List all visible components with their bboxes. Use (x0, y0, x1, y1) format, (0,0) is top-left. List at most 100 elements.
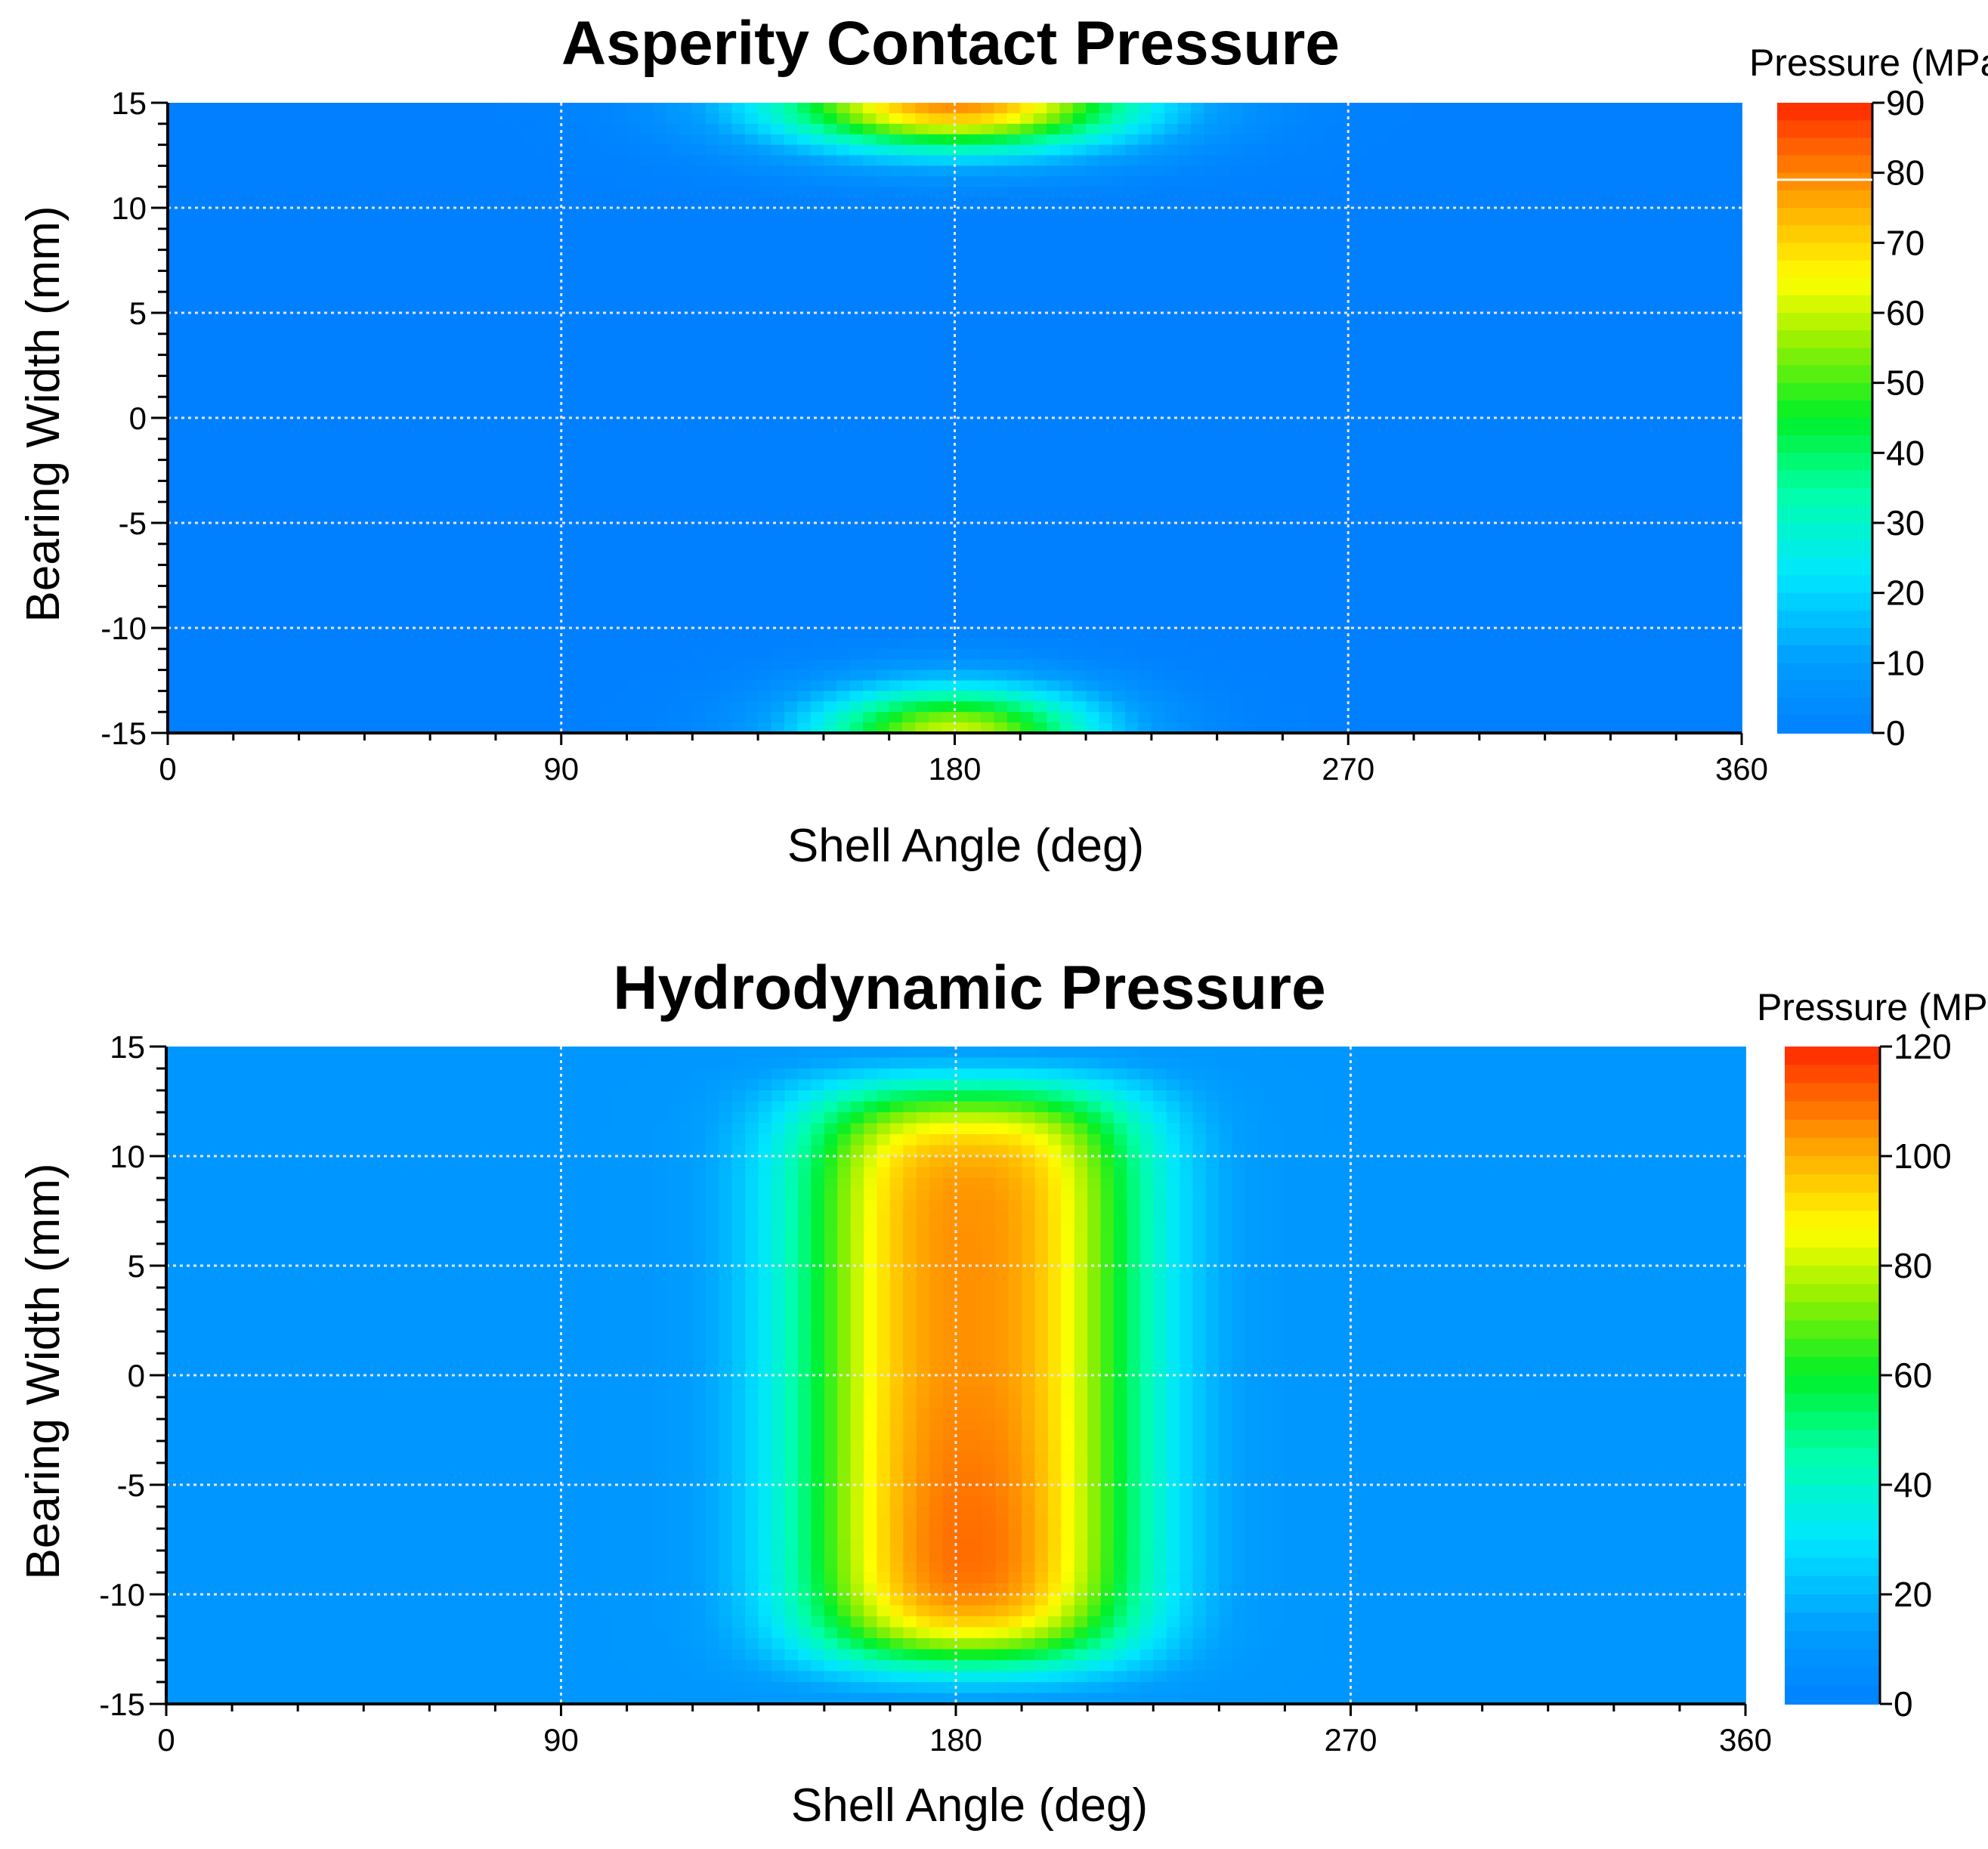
heat-cell (246, 617, 261, 629)
heat-cell (430, 659, 444, 671)
heat-cell (954, 701, 969, 713)
heat-cell (1217, 123, 1231, 135)
heat-cell (325, 281, 339, 293)
heat-cell (928, 512, 943, 524)
heat-cell (1230, 344, 1244, 356)
heat-cell (1033, 502, 1047, 513)
heat-cell (1177, 218, 1192, 230)
heat-cell (469, 228, 484, 240)
heat-cell (823, 134, 838, 146)
heat-cell (456, 123, 471, 135)
heat-cell (941, 271, 956, 283)
heat-cell (416, 712, 431, 723)
heat-cell (1033, 302, 1047, 314)
heat-cell (1190, 428, 1205, 440)
heat-cell (705, 691, 719, 703)
heat-cell (928, 481, 943, 493)
heat-cell (1111, 134, 1127, 146)
heat-cell (928, 449, 943, 461)
heat-cell (403, 554, 418, 566)
heat-cell (509, 354, 523, 366)
heat-cell (1230, 113, 1244, 125)
heat-cell (443, 722, 457, 734)
heat-cell (915, 428, 929, 440)
heat-cell (1204, 564, 1218, 577)
heat-cell (298, 523, 313, 534)
heat-cell (1151, 239, 1166, 251)
heat-cell (876, 491, 890, 503)
heat-cell (1125, 333, 1139, 345)
heat-cell (1243, 187, 1257, 198)
heat-cell (836, 712, 851, 723)
heat-cell (168, 543, 182, 555)
heat-cell (653, 197, 667, 209)
heat-cell (771, 554, 785, 566)
heat-cell (679, 533, 694, 545)
heat-cell (889, 134, 903, 146)
heat-cell (181, 523, 195, 534)
heat-cell (1151, 491, 1166, 503)
heat-cell (994, 596, 1008, 608)
heat-cell (810, 228, 824, 240)
heat-cell (495, 354, 510, 366)
heat-cell (548, 344, 562, 356)
heat-cell (561, 187, 576, 198)
heat-cell (639, 386, 654, 398)
heat-cell (679, 407, 694, 419)
heat-cell (1086, 418, 1100, 429)
heat-cell (967, 712, 982, 723)
heat-cell (692, 239, 706, 251)
heat-cell (719, 470, 733, 482)
heat-cell (1111, 155, 1127, 167)
heat-cell (836, 449, 851, 461)
heat-cell (1111, 344, 1127, 356)
heat-cell (364, 281, 379, 293)
heat-cell (521, 596, 536, 608)
heat-cell (509, 323, 523, 335)
heat-cell (967, 292, 982, 303)
heat-cell (758, 407, 772, 419)
heat-cell (876, 271, 890, 283)
heat-cell (233, 428, 248, 440)
heat-cell (351, 197, 366, 209)
heat-cell (168, 292, 182, 303)
heat-cell (1190, 564, 1205, 577)
heat-cell (574, 438, 589, 450)
heat-cell (377, 523, 391, 534)
heat-cell (1099, 123, 1113, 135)
heat-cell (259, 449, 274, 461)
heat-cell (836, 113, 851, 125)
heat-cell (849, 113, 864, 125)
heat-cell (207, 481, 221, 493)
heat-cell (469, 596, 484, 608)
heat-cell (521, 659, 536, 671)
heat-cell (653, 386, 667, 398)
heat-cell (1006, 722, 1022, 734)
heat-cell (719, 586, 733, 598)
heat-cell (298, 418, 313, 429)
heat-cell (731, 701, 746, 713)
heat-cell (1125, 187, 1139, 198)
heat-cell (391, 292, 405, 303)
heat-cell (181, 165, 195, 178)
heat-cell (272, 365, 287, 377)
heat-cell (810, 103, 824, 114)
heat-cell (220, 344, 234, 356)
heat-cell (1204, 659, 1218, 671)
heat-cell (233, 438, 248, 450)
heat-cell (849, 470, 864, 482)
heat-cell (967, 418, 982, 429)
heat-cell (364, 323, 379, 335)
heat-cell (587, 491, 601, 503)
heat-cell (692, 271, 706, 283)
heat-cell (1059, 365, 1074, 377)
heat-cell (810, 376, 824, 388)
heat-cell (298, 365, 313, 377)
heat-cell (614, 239, 628, 251)
heat-cell (246, 659, 261, 671)
heat-cell (928, 648, 943, 660)
heat-cell (377, 123, 391, 135)
heat-cell (600, 302, 615, 314)
heat-cell (521, 543, 536, 555)
heat-cell (692, 281, 706, 293)
